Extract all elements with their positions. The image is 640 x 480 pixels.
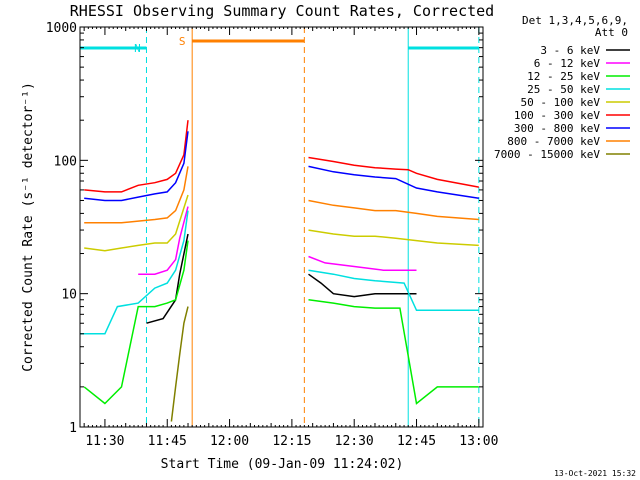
x-tick-label: 13:00 (459, 434, 498, 449)
series-line-8 (170, 306, 189, 422)
plot-frame (79, 26, 484, 428)
y-axis-label: Corrected Count Rate (s⁻¹ detector⁻¹) (21, 82, 36, 372)
timestamp: 13-Oct-2021 15:32 (554, 469, 636, 478)
y-tick-label: 1 (69, 421, 77, 436)
series-line-5 (84, 120, 189, 193)
SAA-label: S (179, 35, 186, 48)
y-tick-label: 1000 (46, 21, 77, 36)
series-line-1 (138, 206, 189, 275)
x-tick-label: 12:45 (397, 434, 436, 449)
x-tick-label: 12:00 (210, 434, 249, 449)
series-line-1 (308, 255, 417, 271)
x-tick-label: 12:30 (335, 434, 374, 449)
series-line-5 (308, 156, 479, 188)
series-line-6 (308, 165, 479, 199)
series-line-4 (84, 194, 189, 252)
x-tick-label: 12:15 (272, 434, 311, 449)
axes: 1 10 100 1000 11:30 11:45 12:00 12:15 12:30 12:45… (46, 21, 499, 449)
legend-label: 100 - 300 keV (514, 109, 600, 122)
legend-header-line: Det 1,3,4,5,6,9, (522, 14, 628, 27)
annotation-layer: NS (79, 27, 480, 427)
legend-label: 6 - 12 keV (534, 57, 601, 70)
series-line-3 (308, 269, 479, 312)
series-line-0 (308, 273, 417, 298)
legend-label: 12 - 25 keV (527, 70, 600, 83)
series-layer (80, 120, 479, 422)
legend-label: 800 - 7000 keV (507, 135, 600, 148)
legend-label: 50 - 100 keV (521, 96, 601, 109)
series-line-4 (308, 229, 479, 247)
series-line-6 (84, 131, 189, 202)
legend-header-line: Att 0 (595, 26, 628, 39)
series-line-2 (83, 240, 189, 405)
series-line-7 (308, 199, 479, 221)
y-tick-label: 10 (61, 288, 77, 303)
series-line-2 (308, 299, 479, 405)
x-tick-label: 11:45 (148, 434, 187, 449)
legend-label: 3 - 6 keV (540, 44, 600, 57)
series-line-3 (80, 210, 189, 335)
y-tick-label: 100 (54, 154, 77, 169)
legend-label: 25 - 50 keV (527, 83, 600, 96)
legend-label: 7000 - 15000 keV (494, 148, 600, 161)
legend-label: 300 - 800 keV (514, 122, 600, 135)
x-axis-label: Start Time (09-Jan-09 11:24:02) (161, 457, 404, 472)
series-line-7 (84, 166, 189, 224)
x-tick-label: 11:30 (85, 434, 124, 449)
night-label: N (134, 42, 141, 55)
chart-title: RHESSI Observing Summary Count Rates, Co… (70, 2, 494, 20)
